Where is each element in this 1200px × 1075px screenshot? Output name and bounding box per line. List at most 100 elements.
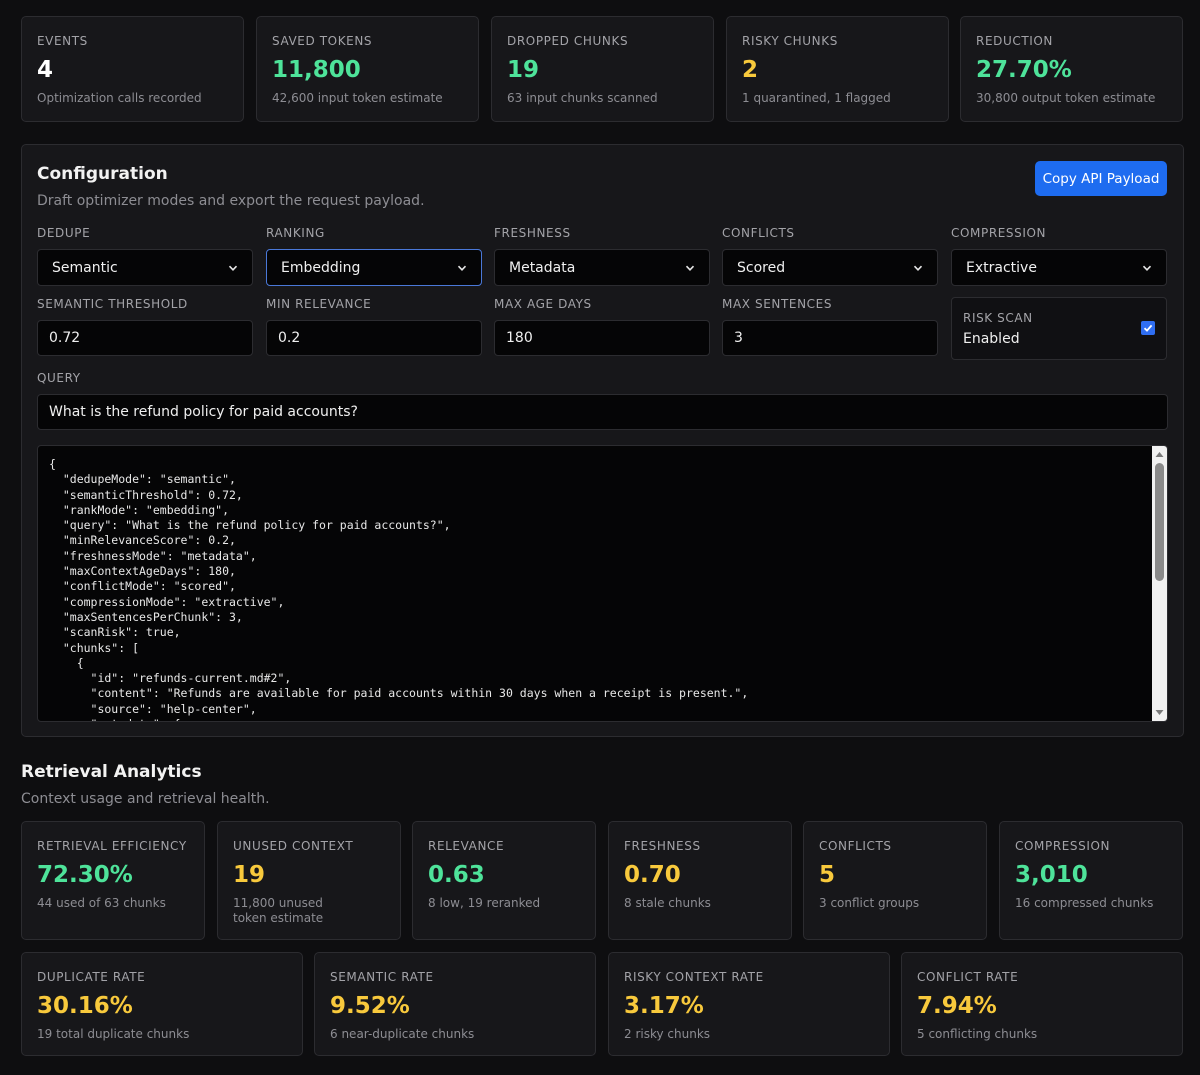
stat-label: DUPLICATE RATE	[37, 970, 146, 984]
stat-value: 2	[742, 57, 759, 83]
freshness-select[interactable]: Metadata	[494, 249, 710, 286]
stat-sub: 44 used of 63 chunks	[37, 896, 166, 910]
scroll-down-arrow-icon[interactable]	[1155, 708, 1164, 717]
stat-value: 5	[819, 862, 836, 888]
max-sentences-input[interactable]: 3	[722, 320, 938, 356]
stat-value: 72.30%	[37, 862, 133, 888]
chevron-down-icon	[913, 265, 923, 271]
max-age-days-label: MAX AGE DAYS	[494, 297, 592, 311]
stat-card-risky-context-rate: RISKY CONTEXT RATE 3.17% 2 risky chunks	[608, 952, 890, 1056]
stat-card-events: EVENTS 4 Optimization calls recorded	[21, 16, 244, 122]
freshness-label: FRESHNESS	[494, 226, 571, 240]
stat-card-conflicts: CONFLICTS 5 3 conflict groups	[803, 821, 987, 940]
chevron-down-icon	[685, 265, 695, 271]
stat-label: RELEVANCE	[428, 839, 505, 853]
configuration-panel: Configuration Draft optimizer modes and …	[21, 144, 1184, 737]
stat-sub: 8 stale chunks	[624, 896, 711, 910]
stat-sub: Optimization calls recorded	[37, 91, 202, 105]
min-relevance-input[interactable]: 0.2	[266, 320, 482, 356]
min-relevance-label: MIN RELEVANCE	[266, 297, 372, 311]
conflicts-select-value: Scored	[737, 259, 786, 276]
stat-value: 30.16%	[37, 993, 133, 1019]
stat-sub: 63 input chunks scanned	[507, 91, 658, 105]
stat-label: DROPPED CHUNKS	[507, 34, 629, 48]
stat-sub: 19 total duplicate chunks	[37, 1027, 190, 1041]
stat-sub: 8 low, 19 reranked	[428, 896, 541, 910]
stat-value: 11,800	[272, 57, 361, 83]
risk-scan-label: RISK SCAN	[963, 311, 1033, 325]
stat-card-dropped-chunks: DROPPED CHUNKS 19 63 input chunks scanne…	[491, 16, 714, 122]
risk-scan-status: Enabled	[963, 331, 1020, 347]
stat-sub: 5 conflicting chunks	[917, 1027, 1038, 1041]
query-input[interactable]: What is the refund policy for paid accou…	[37, 394, 1168, 430]
stat-value: 4	[37, 57, 54, 83]
scroll-thumb[interactable]	[1155, 463, 1164, 581]
checkmark-icon	[1143, 324, 1153, 332]
semantic-threshold-label: SEMANTIC THRESHOLD	[37, 297, 188, 311]
compression-label: COMPRESSION	[951, 226, 1047, 240]
stat-sub: 2 risky chunks	[624, 1027, 711, 1041]
max-age-days-input[interactable]: 180	[494, 320, 710, 356]
dedupe-select-value: Semantic	[52, 259, 118, 276]
chevron-down-icon	[457, 265, 467, 271]
stat-value: 19	[507, 57, 540, 83]
conflicts-select[interactable]: Scored	[722, 249, 938, 286]
stat-value: 9.52%	[330, 993, 410, 1019]
stat-sub: 30,800 output token estimate	[976, 91, 1156, 105]
stat-label: SEMANTIC RATE	[330, 970, 434, 984]
scroll-up-arrow-icon[interactable]	[1155, 450, 1164, 459]
compression-select[interactable]: Extractive	[951, 249, 1167, 286]
max-sentences-label: MAX SENTENCES	[722, 297, 833, 311]
stat-value: 27.70%	[976, 57, 1072, 83]
stat-card-compression: COMPRESSION 3,010 16 compressed chunks	[999, 821, 1183, 940]
stat-value: 3.17%	[624, 993, 704, 1019]
stat-card-unused-context: UNUSED CONTEXT 19 11,800 unused token es…	[217, 821, 401, 940]
stat-card-semantic-rate: SEMANTIC RATE 9.52% 6 near-duplicate chu…	[314, 952, 596, 1056]
dedupe-label: DEDUPE	[37, 226, 91, 240]
chevron-down-icon	[1142, 265, 1152, 271]
stat-value: 7.94%	[917, 993, 997, 1019]
stat-label: CONFLICTS	[819, 839, 892, 853]
stat-label: UNUSED CONTEXT	[233, 839, 354, 853]
stat-label: RETRIEVAL EFFICIENCY	[37, 839, 187, 853]
stat-sub: 1 quarantined, 1 flagged	[742, 91, 891, 105]
risk-scan-toggle[interactable]: RISK SCAN Enabled	[951, 297, 1167, 360]
stat-card-risky-chunks: RISKY CHUNKS 2 1 quarantined, 1 flagged	[726, 16, 949, 122]
analytics-subtitle: Context usage and retrieval health.	[21, 791, 270, 807]
stat-label: REDUCTION	[976, 34, 1054, 48]
stat-label: FRESHNESS	[624, 839, 701, 853]
stat-label: RISKY CONTEXT RATE	[624, 970, 764, 984]
semantic-threshold-input[interactable]: 0.72	[37, 320, 253, 356]
stat-card-relevance: RELEVANCE 0.63 8 low, 19 reranked	[412, 821, 596, 940]
conflicts-label: CONFLICTS	[722, 226, 795, 240]
payload-code: { "dedupeMode": "semantic", "semanticThr…	[49, 457, 749, 721]
stat-card-reduction: REDUCTION 27.70% 30,800 output token est…	[960, 16, 1183, 122]
stat-value: 0.63	[428, 862, 485, 888]
stat-label: EVENTS	[37, 34, 88, 48]
stat-sub: 6 near-duplicate chunks	[330, 1027, 475, 1041]
risk-scan-checkbox[interactable]	[1141, 321, 1155, 335]
stat-card-freshness: FRESHNESS 0.70 8 stale chunks	[608, 821, 792, 940]
stat-value: 19	[233, 862, 266, 888]
stat-label: COMPRESSION	[1015, 839, 1111, 853]
stat-label: CONFLICT RATE	[917, 970, 1019, 984]
query-label: QUERY	[37, 371, 81, 385]
configuration-title: Configuration	[37, 164, 168, 184]
configuration-subtitle: Draft optimizer modes and export the req…	[37, 193, 425, 209]
stat-label: RISKY CHUNKS	[742, 34, 838, 48]
stat-card-duplicate-rate: DUPLICATE RATE 30.16% 19 total duplicate…	[21, 952, 303, 1056]
payload-scrollbar[interactable]	[1152, 446, 1167, 721]
analytics-title: Retrieval Analytics	[21, 762, 202, 782]
copy-api-payload-button[interactable]: Copy API Payload	[1035, 161, 1167, 196]
chevron-down-icon	[228, 265, 238, 271]
dedupe-select[interactable]: Semantic	[37, 249, 253, 286]
stat-card-saved-tokens: SAVED TOKENS 11,800 42,600 input token e…	[256, 16, 479, 122]
stat-card-retrieval-efficiency: RETRIEVAL EFFICIENCY 72.30% 44 used of 6…	[21, 821, 205, 940]
stat-sub: 16 compressed chunks	[1015, 896, 1154, 910]
stat-value: 3,010	[1015, 862, 1088, 888]
ranking-select[interactable]: Embedding	[266, 249, 482, 286]
payload-textarea[interactable]: { "dedupeMode": "semantic", "semanticThr…	[37, 445, 1168, 722]
stat-value: 0.70	[624, 862, 681, 888]
stat-sub: 3 conflict groups	[819, 896, 920, 910]
ranking-select-value: Embedding	[281, 259, 361, 276]
